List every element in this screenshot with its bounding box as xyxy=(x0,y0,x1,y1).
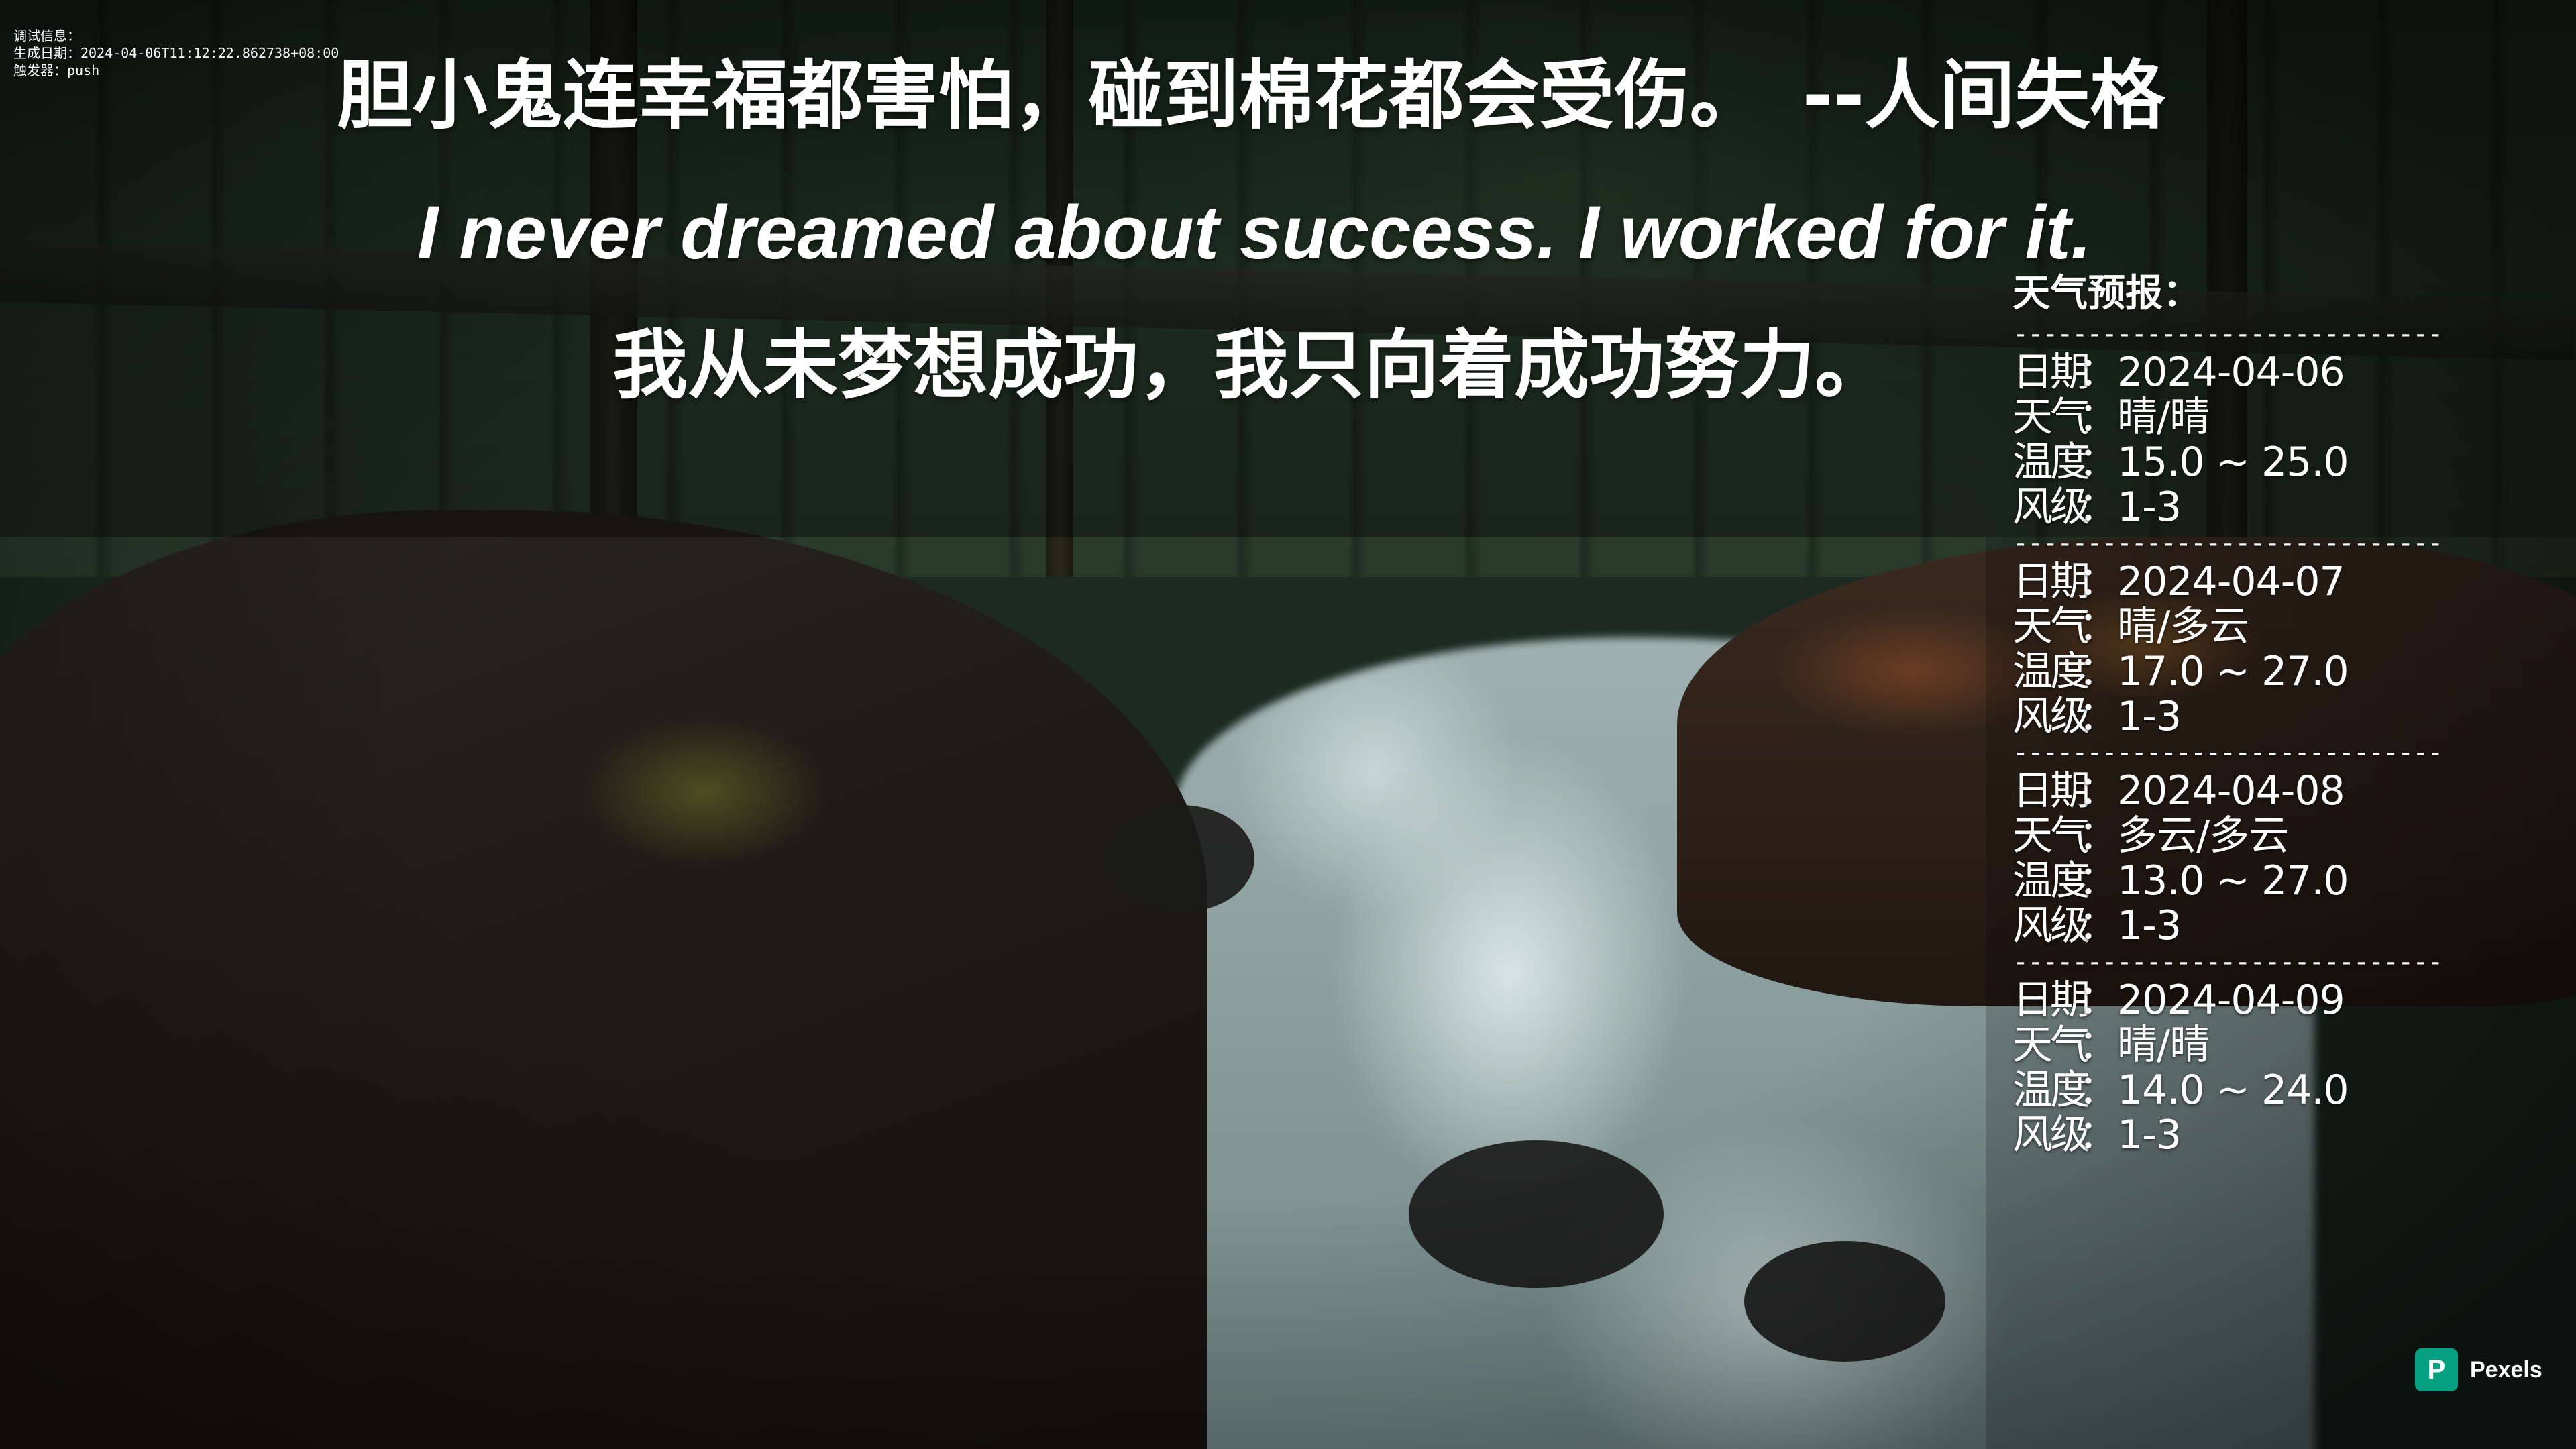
quote-chinese: 胆小鬼连幸福都害怕，碰到棉花都会受伤。 --人间失格 xyxy=(337,52,2165,140)
debug-generated-row: 生成日期：2024-04-06T11:12:22.862738+08:00 xyxy=(13,44,339,62)
debug-generated-value: 2024-04-06T11:12:22.862738+08:00 xyxy=(80,45,339,61)
pexels-brand-text: Pexels xyxy=(2470,1356,2542,1383)
weather-value: 晴/多云 xyxy=(2117,603,2249,650)
separator: -------------------------------- xyxy=(2012,949,2442,975)
colon: ： xyxy=(2078,977,2118,1024)
separator: -------------------------------- xyxy=(2012,321,2442,347)
wind-value: 1-3 xyxy=(2117,902,2182,949)
tree-trunk xyxy=(2207,0,2247,577)
wind-value: 1-3 xyxy=(2117,484,2182,531)
wind-label: 风级 xyxy=(2012,1112,2090,1159)
date-label: 日期 xyxy=(2012,977,2090,1024)
temperature-row: 温度：14.0 ~ 24.0 xyxy=(2012,1068,2482,1113)
weather-title: 天气预报： xyxy=(2012,272,2200,315)
weather-panel: 天气预报： -------------------------------- 日… xyxy=(2012,267,2482,1158)
weather-label: 天气 xyxy=(2012,394,2090,441)
weather-day: 日期：2024-04-06 天气：晴/晴 温度：15.0 ~ 25.0 风级：1… xyxy=(2012,350,2482,530)
colon: ： xyxy=(2078,394,2118,441)
weather-row: 天气：晴/晴 xyxy=(2012,1023,2482,1068)
date-value: 2024-04-06 xyxy=(2117,349,2345,396)
rocks-left xyxy=(0,510,1208,1449)
river-rock xyxy=(1107,805,1254,912)
colon: ： xyxy=(2078,558,2118,605)
temperature-label: 温度 xyxy=(2012,648,2090,695)
date-row: 日期：2024-04-08 xyxy=(2012,769,2482,814)
pexels-logo-icon: P xyxy=(2415,1348,2458,1391)
wind-row: 风级：1-3 xyxy=(2012,904,2482,949)
wind-row: 风级：1-3 xyxy=(2012,1113,2482,1158)
weather-value: 晴/晴 xyxy=(2117,394,2210,441)
temperature-value: 17.0 ~ 27.0 xyxy=(2117,648,2349,695)
weather-label: 天气 xyxy=(2012,812,2090,859)
weather-label: 天气 xyxy=(2012,603,2090,650)
date-value: 2024-04-09 xyxy=(2117,977,2345,1024)
weather-day: 日期：2024-04-08 天气：多云/多云 温度：13.0 ~ 27.0 风级… xyxy=(2012,769,2482,949)
separator: -------------------------------- xyxy=(2012,739,2442,766)
colon: ： xyxy=(2078,857,2118,904)
pexels-watermark: P Pexels xyxy=(2415,1348,2542,1391)
colon: ： xyxy=(2078,484,2118,531)
date-label: 日期 xyxy=(2012,767,2090,814)
wind-value: 1-3 xyxy=(2117,693,2182,740)
debug-trigger-row: 触发器：push xyxy=(13,62,339,79)
date-value: 2024-04-08 xyxy=(2117,767,2345,814)
weather-row: 天气：晴/晴 xyxy=(2012,395,2482,440)
weather-row: 天气：多云/多云 xyxy=(2012,814,2482,859)
wind-value: 1-3 xyxy=(2117,1112,2182,1159)
river-rock xyxy=(1409,1140,1664,1288)
debug-trigger-value: push xyxy=(67,62,100,78)
quote-chinese-translation: 我从未梦想成功，我只向着成功努力。 xyxy=(612,322,1890,409)
temperature-row: 温度：13.0 ~ 27.0 xyxy=(2012,859,2482,904)
temperature-value: 15.0 ~ 25.0 xyxy=(2117,439,2349,486)
colon: ： xyxy=(2078,648,2118,695)
temperature-label: 温度 xyxy=(2012,1067,2090,1114)
colon: ： xyxy=(2078,1067,2118,1114)
wind-label: 风级 xyxy=(2012,484,2090,531)
temperature-value: 13.0 ~ 27.0 xyxy=(2117,857,2349,904)
temperature-row: 温度：15.0 ~ 25.0 xyxy=(2012,440,2482,485)
colon: ： xyxy=(2078,812,2118,859)
colon: ： xyxy=(2078,1112,2118,1159)
temperature-label: 温度 xyxy=(2012,439,2090,486)
weather-day: 日期：2024-04-07 天气：晴/多云 温度：17.0 ~ 27.0 风级：… xyxy=(2012,559,2482,739)
colon: ： xyxy=(2078,767,2118,814)
date-label: 日期 xyxy=(2012,558,2090,605)
colon: ： xyxy=(2078,693,2118,740)
separator: -------------------------------- xyxy=(2012,530,2442,557)
weather-day: 日期：2024-04-09 天气：晴/晴 温度：14.0 ~ 24.0 风级：1… xyxy=(2012,978,2482,1158)
river-rock xyxy=(1744,1241,1945,1362)
wind-row: 风级：1-3 xyxy=(2012,694,2482,739)
debug-trigger-label: 触发器： xyxy=(13,62,67,78)
wind-label: 风级 xyxy=(2012,902,2090,949)
temperature-row: 温度：17.0 ~ 27.0 xyxy=(2012,649,2482,694)
temperature-label: 温度 xyxy=(2012,857,2090,904)
temperature-value: 14.0 ~ 24.0 xyxy=(2117,1067,2349,1114)
debug-title: 调试信息： xyxy=(13,28,80,44)
date-row: 日期：2024-04-09 xyxy=(2012,978,2482,1023)
colon: ： xyxy=(2078,1022,2118,1069)
weather-value: 晴/晴 xyxy=(2117,1022,2210,1069)
weather-overlay xyxy=(1986,537,2576,1449)
date-row: 日期：2024-04-06 xyxy=(2012,350,2482,395)
rocks-right xyxy=(1677,537,2576,1006)
quote-overlay-band xyxy=(0,0,2576,537)
wind-label: 风级 xyxy=(2012,693,2090,740)
wind-row: 风级：1-3 xyxy=(2012,485,2482,530)
colon: ： xyxy=(2078,902,2118,949)
date-value: 2024-04-07 xyxy=(2117,558,2345,605)
quote-english: I never dreamed about success. I worked … xyxy=(417,191,2092,274)
colon: ： xyxy=(2078,439,2118,486)
colon: ： xyxy=(2078,603,2118,650)
weather-row: 天气：晴/多云 xyxy=(2012,604,2482,649)
debug-generated-label: 生成日期： xyxy=(13,45,80,61)
weather-value: 多云/多云 xyxy=(2117,812,2289,859)
colon: ： xyxy=(2078,349,2118,396)
date-label: 日期 xyxy=(2012,349,2090,396)
weather-label: 天气 xyxy=(2012,1022,2090,1069)
debug-info: 调试信息： 生成日期：2024-04-06T11:12:22.862738+08… xyxy=(13,27,339,79)
date-row: 日期：2024-04-07 xyxy=(2012,559,2482,604)
